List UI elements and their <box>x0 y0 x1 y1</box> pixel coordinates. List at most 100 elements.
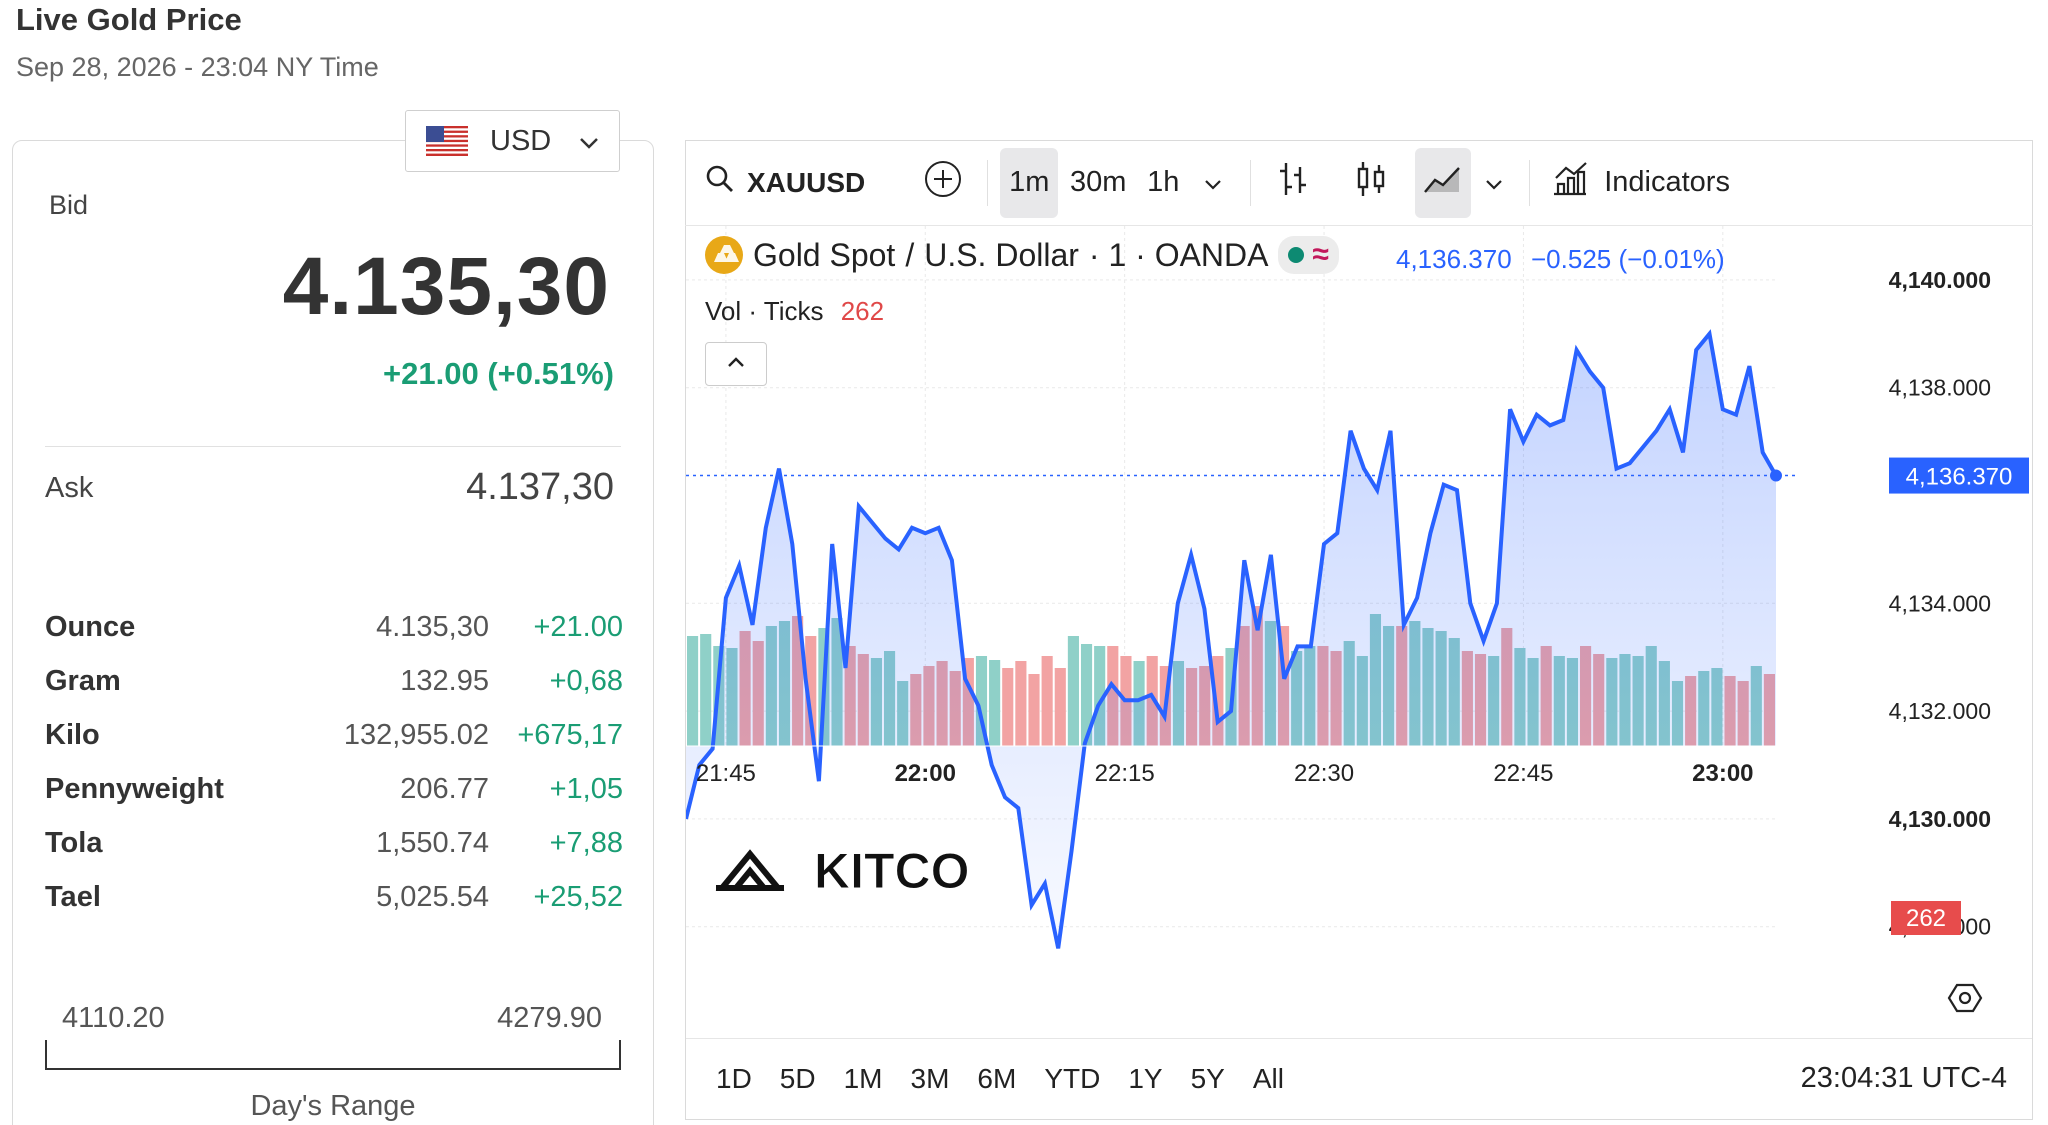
volume-bar <box>1067 636 1079 746</box>
volume-legend: Vol · Ticks 262 <box>705 296 884 327</box>
chart-clock[interactable]: 23:04:31 UTC-4 <box>1800 1062 2007 1094</box>
x-tick-label: 22:15 <box>1095 760 1155 787</box>
day-range-low: 4110.20 <box>62 1002 165 1034</box>
range-6m-button[interactable]: 6M <box>977 1062 1017 1094</box>
chart-type-menu-button[interactable] <box>1471 148 1517 218</box>
unit-value: 132,955.02 <box>343 718 489 751</box>
symbol-label: XAUUSD <box>747 166 866 198</box>
instrument-meta: · 1 · OANDA <box>1088 236 1269 273</box>
plus-circle-icon <box>923 159 963 207</box>
unit-name: Tola <box>45 826 103 859</box>
bid-price: 4.135,30 <box>282 241 610 332</box>
interval-30m-button[interactable]: 30m <box>1070 166 1127 198</box>
y-tick-label: 4,138.000 <box>1889 375 1991 401</box>
interval-1m-button[interactable]: 1m <box>1000 147 1059 218</box>
market-status-badge[interactable]: ≈ <box>1278 236 1339 274</box>
table-row: Pennyweight 206.77 +1,05 <box>45 762 623 816</box>
chart-settings-button[interactable] <box>1947 983 1983 1013</box>
us-flag-icon <box>426 126 468 156</box>
table-row: Kilo 132,955.02 +675,17 <box>45 708 623 762</box>
x-tick-label: 22:00 <box>895 760 956 787</box>
volume-bar <box>1015 661 1027 746</box>
y-axis: 4,140.000 4,138.000 4,134.000 4,132.000 4,13… <box>1889 267 1991 940</box>
unit-value: 132.95 <box>400 664 489 697</box>
table-row: Ounce 4.135,30 +21.00 <box>45 600 623 654</box>
chevron-up-icon <box>726 355 746 373</box>
volume-bar <box>805 636 817 746</box>
compare-symbol-button[interactable] <box>921 148 965 218</box>
volume-legend-label: Vol · Ticks <box>705 296 824 326</box>
area-chart-type-button[interactable] <box>1415 147 1472 218</box>
y-tick-label: 4,132.000 <box>1889 698 1991 724</box>
toolbar-divider <box>1529 159 1531 206</box>
instrument-name: Gold Spot <box>753 236 896 273</box>
legend-slash: / <box>905 236 915 273</box>
unit-value: 206.77 <box>400 772 489 805</box>
volume-bar <box>989 660 1001 746</box>
quote-currency-name: U.S. Dollar <box>924 236 1079 273</box>
price-area <box>686 333 1776 949</box>
table-row: Tola 1,550.74 +7,88 <box>45 816 623 870</box>
settings-hexagon-icon <box>1947 983 1983 1013</box>
unit-change: +1,05 <box>549 772 623 805</box>
kitco-watermark: KITCO <box>715 843 970 900</box>
range-1d-button[interactable]: 1D <box>716 1062 752 1094</box>
chart-range-bar: 1D 5D 1M 3M 6M YTD 1Y 5Y All 23:04:31 UT… <box>686 1038 2032 1118</box>
quote-panel <box>12 140 654 1125</box>
unit-name: Gram <box>45 664 121 697</box>
candlestick-icon <box>1354 159 1388 207</box>
legend-change: −0.525 (−0.01%) <box>1531 244 1725 274</box>
interval-1h-button[interactable]: 1h <box>1147 166 1180 198</box>
volume-bar <box>1002 668 1014 746</box>
kitco-wordmark: KITCO <box>814 843 970 899</box>
x-tick-label: 22:45 <box>1493 760 1553 787</box>
kitco-logo-icon <box>715 849 785 891</box>
gold-bars-icon <box>705 236 743 274</box>
volume-bar <box>1212 656 1224 746</box>
ask-price: 4.137,30 <box>466 466 614 508</box>
volume-bar <box>1054 668 1066 746</box>
unit-change: +21.00 <box>533 610 623 643</box>
search-icon <box>705 164 735 201</box>
indicators-button[interactable]: Indicators <box>1542 148 1738 218</box>
volume-bar <box>687 636 699 746</box>
interval-menu-button[interactable] <box>1188 148 1238 218</box>
x-tick-label: 23:00 <box>1692 760 1753 787</box>
candles-chart-type-button[interactable] <box>1341 148 1401 218</box>
chevron-down-icon <box>1485 166 1503 199</box>
unit-value: 1,550.74 <box>376 826 489 859</box>
unit-name: Ounce <box>45 610 136 643</box>
range-all-button[interactable]: All <box>1252 1062 1284 1094</box>
bid-change: +21.00 (+0.51%) <box>383 356 614 391</box>
range-5y-button[interactable]: 5Y <box>1190 1062 1225 1094</box>
area-chart-icon <box>1423 162 1463 204</box>
delayed-data-icon: ≈ <box>1312 238 1329 271</box>
volume-axis-label: 262 <box>1891 901 1961 935</box>
table-row: Gram 132.95 +0,68 <box>45 654 623 708</box>
range-ytd-button[interactable]: YTD <box>1044 1062 1101 1094</box>
bar-chart-type-button[interactable] <box>1263 148 1323 218</box>
volume-bar <box>1094 646 1106 746</box>
volume-bar <box>1080 644 1093 746</box>
chart-legend: Gold Spot / U.S. Dollar · 1 · OANDA ≈ <box>705 236 1339 274</box>
table-row: Tael 5,025.54 +25,52 <box>45 870 623 924</box>
ask-label: Ask <box>45 472 94 504</box>
chevron-down-icon <box>579 125 599 158</box>
symbol-search-button[interactable]: XAUUSD <box>705 164 865 201</box>
price-chart[interactable]: 4,140.000 4,138.000 4,134.000 4,132.000 4,13… <box>686 226 2032 1038</box>
volume-axis-value: 262 <box>1906 905 1946 932</box>
x-axis: 21:45 22:00 22:15 22:30 22:45 23:00 <box>686 745 2032 787</box>
x-tick-label: 22:30 <box>1294 760 1354 787</box>
ohlc-bars-icon <box>1276 159 1310 207</box>
range-5d-button[interactable]: 5D <box>779 1062 816 1094</box>
day-range-bar <box>45 1040 621 1070</box>
range-3m-button[interactable]: 3M <box>910 1062 950 1094</box>
chart-panel <box>685 140 2033 1120</box>
collapse-legend-button[interactable] <box>705 342 767 386</box>
range-1y-button[interactable]: 1Y <box>1128 1062 1163 1094</box>
currency-label: USD <box>490 124 552 157</box>
indicators-label: Indicators <box>1604 166 1730 198</box>
unit-change: +7,88 <box>549 826 623 859</box>
currency-select[interactable]: USD <box>405 110 620 172</box>
range-1m-button[interactable]: 1M <box>843 1062 883 1094</box>
